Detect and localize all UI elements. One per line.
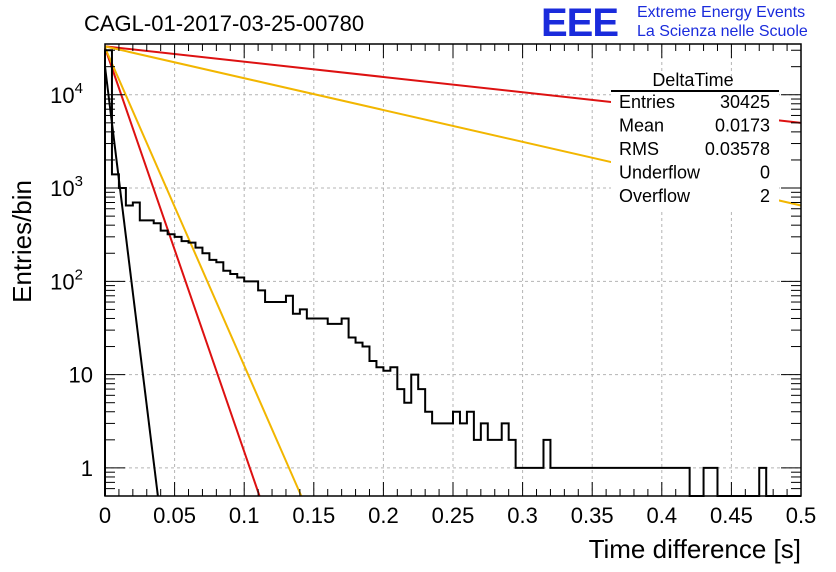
fit-curve-1 xyxy=(104,66,159,497)
y-tick-label: 10 xyxy=(69,363,93,388)
y-axis-label: Entries/bin xyxy=(7,180,37,303)
stats-box-title: DeltaTime xyxy=(652,70,733,90)
x-axis-label: Time difference [s] xyxy=(589,534,801,564)
stats-row-value: 0.03578 xyxy=(705,139,770,159)
x-tick-label: 0.05 xyxy=(153,503,196,528)
fit-curve-3 xyxy=(104,47,303,497)
fit-curves xyxy=(104,45,802,497)
stats-row-value: 0 xyxy=(760,163,770,183)
x-tick-label: 0.4 xyxy=(647,503,678,528)
x-tick-label: 0.1 xyxy=(229,503,260,528)
y-tick-label: 103 xyxy=(50,173,83,201)
stats-row-label: Mean xyxy=(619,116,664,136)
y-tick-label: 102 xyxy=(50,266,83,294)
grid-lines xyxy=(105,44,801,496)
stats-row-value: 30425 xyxy=(720,92,770,112)
x-tick-label: 0 xyxy=(99,503,111,528)
stats-row-label: RMS xyxy=(619,139,659,159)
x-tick-label: 0.5 xyxy=(786,503,817,528)
y-tick-label: 104 xyxy=(50,80,83,108)
fit-curve-2 xyxy=(104,47,261,497)
stats-row-value: 2 xyxy=(760,186,770,206)
stats-box-background xyxy=(611,80,779,210)
axis-ticks: 0 0.05 0.1 0.15 0.2 0.25 0.3 0.35 0.4 0.45 0.5 1 10 1… xyxy=(50,44,816,528)
chart-title: CAGL-01-2017-03-25-00780 xyxy=(84,11,364,36)
stats-row-label: Entries xyxy=(619,92,675,112)
logo-line-2: La Scienza nelle Scuole xyxy=(637,23,808,40)
stats-row-label: Underflow xyxy=(619,163,701,183)
stats-row-value: 0.0173 xyxy=(715,116,770,136)
x-tick-label: 0.2 xyxy=(368,503,399,528)
x-tick-label: 0.25 xyxy=(432,503,475,528)
logo-line-1: Extreme Energy Events xyxy=(637,4,806,21)
stats-row-label: Overflow xyxy=(619,186,691,206)
x-tick-label: 0.45 xyxy=(710,503,753,528)
x-tick-label: 0.3 xyxy=(507,503,538,528)
eee-logo: EEE xyxy=(541,1,619,45)
histogram-series xyxy=(104,49,801,497)
x-tick-label: 0.15 xyxy=(292,503,335,528)
y-tick-label: 1 xyxy=(81,456,93,481)
x-tick-label: 0.35 xyxy=(571,503,614,528)
